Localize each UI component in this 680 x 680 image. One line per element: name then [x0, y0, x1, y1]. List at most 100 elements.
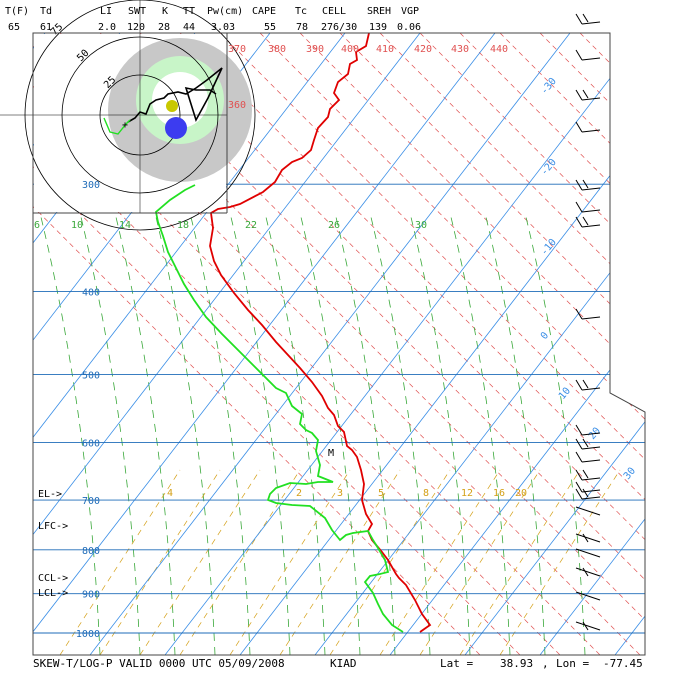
header-value: 28 — [158, 22, 170, 33]
mixing-ratio-line — [379, 469, 501, 655]
mean-wind-dot — [166, 100, 178, 112]
header-value: 55 — [264, 22, 276, 33]
header-value: 0.06 — [397, 22, 421, 33]
isotherm-label: 30 — [622, 466, 638, 482]
wind-barb-flag — [575, 13, 583, 25]
theta-label: 410 — [376, 44, 394, 55]
isotherm-line — [33, 33, 421, 655]
footer-sep: , — [542, 657, 549, 670]
isotherm-line — [464, 33, 645, 655]
level-marker: LCL-> — [38, 588, 68, 599]
header-label: CAPE — [252, 6, 276, 17]
level-marker: EL-> — [38, 489, 62, 500]
theta-label: 400 — [341, 44, 359, 55]
mixing-ratio-upper-label: 26 — [328, 220, 340, 231]
level-marker: CCL-> — [38, 573, 68, 584]
wind-barb-flag — [575, 424, 583, 436]
pressure-label: 900 — [82, 590, 100, 601]
moist-adiabat-line — [449, 212, 511, 655]
mixing-ratio-line — [59, 469, 181, 655]
header-value: 120 — [127, 22, 145, 33]
wind-barb-flag — [575, 121, 583, 133]
wind-barb-shaft — [581, 459, 601, 463]
moist-adiabat-line — [154, 212, 216, 655]
wind-barb-flag — [575, 481, 583, 493]
wind-barb-shaft — [581, 387, 601, 391]
pressure-label: 300 — [82, 180, 100, 191]
wind-barb-shaft — [581, 496, 601, 500]
pressure-label: 600 — [82, 439, 100, 450]
pressure-label: 400 — [82, 287, 100, 298]
header-label: SWT — [128, 6, 146, 17]
mixing-ratio-line — [179, 469, 301, 655]
wind-barb-flag — [582, 533, 589, 543]
dewpoint-profile — [155, 184, 404, 633]
theta-label: 430 — [451, 44, 469, 55]
wind-barb-flag — [582, 89, 589, 99]
moist-adiabat-line — [39, 212, 101, 655]
wind-barb-shaft — [581, 224, 601, 228]
pressure-label: 700 — [82, 496, 100, 507]
wind-barb-shaft — [581, 187, 601, 191]
dry-adiabat-line — [219, 33, 645, 655]
theta-label: 420 — [414, 44, 432, 55]
moist-adiabat-line — [264, 212, 326, 655]
mixing-ratio-lower-label: 3 — [337, 488, 343, 499]
parcel-marker: M — [328, 448, 334, 459]
wind-barb-flag — [575, 201, 583, 213]
footer-title: SKEW-T/LOG-P VALID 0000 UTC 05/09/2008 — [33, 657, 285, 670]
sounding-profiles — [155, 32, 432, 633]
header-label: T(F) — [5, 6, 29, 17]
pressure-label: 1000 — [76, 629, 100, 640]
mixing-ratio-lower-label: 4 — [167, 488, 173, 499]
hodograph-lowlevel-trace — [103, 117, 131, 135]
wind-barbs — [575, 13, 601, 631]
header-label: LI — [100, 6, 112, 17]
footer-lat: 38.93 — [500, 657, 533, 670]
mixing-ratio-lower-label: 20 — [515, 488, 527, 499]
wind-barb-flag — [575, 533, 583, 537]
wind-barb-flag — [582, 438, 589, 448]
dry-adiabat-line — [579, 33, 645, 655]
wind-barb-flag — [582, 379, 589, 389]
mixing-ratio-line — [99, 469, 221, 655]
moist-adiabat-line — [484, 212, 546, 655]
dry-adiabat-line — [419, 33, 645, 655]
isotherm-line — [614, 33, 645, 655]
header-value: 2.0 — [98, 22, 116, 33]
isotherm-label: 0 — [539, 330, 551, 342]
wind-barb-flag — [582, 469, 589, 479]
theta-label: 360 — [228, 100, 246, 111]
dry-adiabat-line — [33, 33, 481, 655]
mixing-ratio-upper-label: 10 — [71, 220, 83, 231]
wind-barb-flag — [582, 567, 589, 577]
wind-barb-flag — [575, 438, 583, 450]
wind-barb-shaft — [581, 57, 601, 61]
wind-barb-shaft — [581, 432, 601, 436]
moist-adiabat-line — [299, 212, 361, 655]
wind-barb-flag — [575, 179, 583, 191]
moist-adiabat-line — [334, 212, 396, 655]
storm-motion-dot — [165, 117, 187, 139]
mixing-ratio-line — [229, 469, 351, 655]
dry-adiabat-line — [499, 33, 645, 655]
wind-barb-flag — [575, 621, 583, 625]
wind-barb-shaft — [581, 446, 601, 450]
mixing-ratio-line — [139, 469, 261, 655]
footer-lon: -77.45 — [603, 657, 643, 670]
wind-barb-shaft — [581, 97, 601, 101]
wind-barb-shaft — [581, 209, 601, 213]
header-label: SREH — [367, 6, 391, 17]
wind-barb-shaft — [581, 129, 601, 133]
wind-barb-flag — [575, 49, 583, 61]
mixing-ratio-line — [459, 469, 581, 655]
header-value: 3.03 — [211, 22, 235, 33]
isotherm-label: -30 — [539, 76, 559, 97]
wind-barb-flag — [582, 621, 589, 631]
header-label: Tc — [295, 6, 307, 17]
wind-barb-flag — [582, 179, 589, 189]
theta-label: 440 — [490, 44, 508, 55]
hodograph-trace — [127, 67, 223, 123]
wind-barb-flag — [575, 488, 583, 500]
wind-barb-flag — [575, 89, 583, 101]
